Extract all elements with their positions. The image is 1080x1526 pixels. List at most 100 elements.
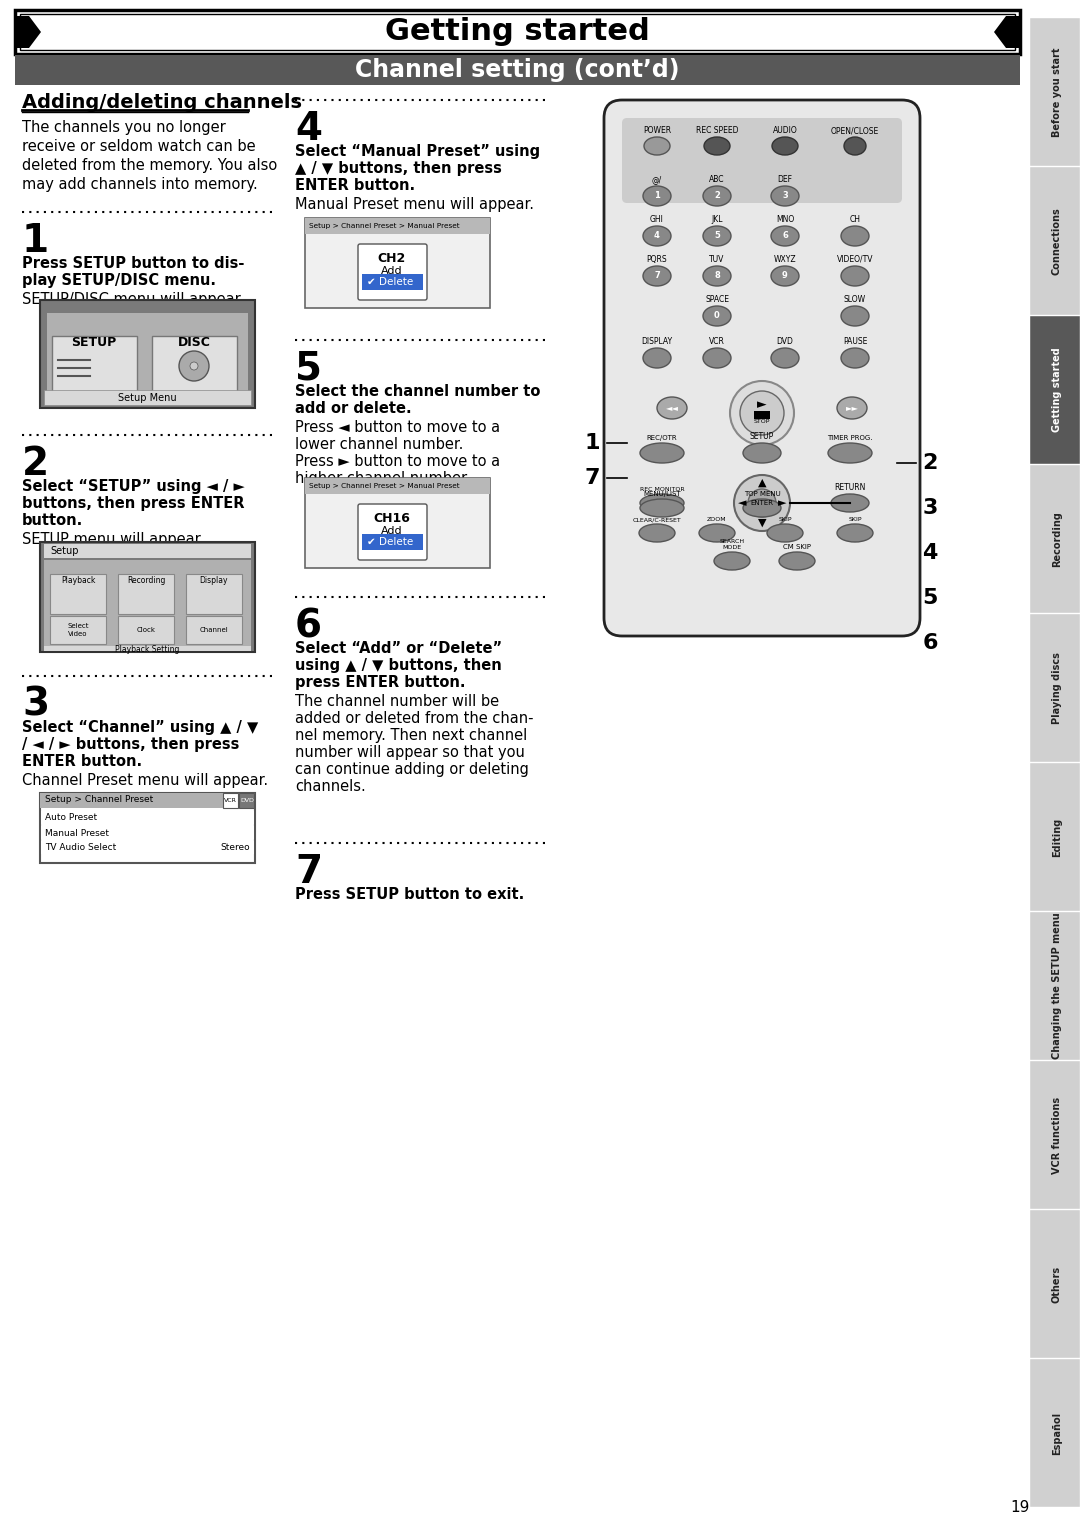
Text: VIDEO/TV: VIDEO/TV [837,255,874,264]
Text: Channel: Channel [200,627,228,633]
Text: ►: ► [757,398,767,412]
Text: may add channels into memory.: may add channels into memory. [22,177,258,192]
Text: Select “Channel” using ▲ / ▼: Select “Channel” using ▲ / ▼ [22,720,258,736]
Text: buttons, then press ENTER: buttons, then press ENTER [22,496,244,511]
Text: 6: 6 [295,607,322,645]
Circle shape [190,362,198,369]
Text: ▼: ▼ [758,517,766,528]
Text: 5: 5 [922,588,937,607]
Text: Setup > Channel Preset: Setup > Channel Preset [45,795,153,804]
Polygon shape [1030,1210,1080,1358]
Bar [41,841,254,855]
Circle shape [748,488,777,517]
Text: Playback Setting: Playback Setting [116,644,179,653]
Text: Changing the SETUP menu: Changing the SETUP menu [1052,913,1062,1059]
Text: DVD: DVD [777,337,794,346]
Text: Getting started: Getting started [1052,348,1062,432]
Ellipse shape [703,307,731,327]
Bar [186,574,242,613]
Bar [44,645,251,652]
FancyBboxPatch shape [357,504,427,560]
Text: 7: 7 [654,272,660,281]
Ellipse shape [703,266,731,285]
Text: SPACE: SPACE [705,295,729,304]
Text: 3: 3 [922,497,937,517]
Text: TUV: TUV [710,255,725,264]
Text: Recording: Recording [1052,511,1062,568]
Text: 5: 5 [714,232,720,241]
Text: ▲ / ▼ buttons, then press: ▲ / ▼ buttons, then press [295,162,502,175]
Text: 1: 1 [654,191,660,200]
Text: add or delete.: add or delete. [295,401,411,417]
Text: CM SKIP: CM SKIP [783,543,811,549]
Text: 3: 3 [782,191,788,200]
Text: ▲: ▲ [758,478,766,488]
FancyBboxPatch shape [622,118,902,203]
Bar [186,617,242,644]
Text: Select “Manual Preset” using: Select “Manual Preset” using [295,143,540,159]
Text: CLEAR/C-RESET: CLEAR/C-RESET [633,517,681,522]
Text: SETUP/DISC menu will appear.: SETUP/DISC menu will appear. [22,291,244,307]
Text: Manual Preset menu will appear.: Manual Preset menu will appear. [295,197,534,212]
Ellipse shape [767,523,804,542]
Polygon shape [15,15,41,47]
Bar [362,534,423,549]
Text: Add: Add [381,266,403,276]
Text: 5: 5 [295,349,322,388]
Text: ◄◄: ◄◄ [665,403,678,412]
Ellipse shape [703,186,731,206]
Ellipse shape [771,186,799,206]
Text: Stereo: Stereo [220,844,249,853]
Text: lower channel number.: lower channel number. [295,436,463,452]
Text: 1: 1 [584,433,599,453]
Text: deleted from the memory. You also: deleted from the memory. You also [22,159,278,172]
Bar [40,794,255,864]
Text: PAUSE: PAUSE [842,337,867,346]
Ellipse shape [779,552,815,571]
Polygon shape [1030,613,1080,761]
Text: Select the channel number to: Select the channel number to [295,385,540,398]
Ellipse shape [771,348,799,368]
Ellipse shape [699,523,735,542]
Ellipse shape [703,226,731,246]
Ellipse shape [831,494,869,513]
Text: / ◄ / ► buttons, then press: / ◄ / ► buttons, then press [22,737,240,752]
Text: play SETUP/DISC menu.: play SETUP/DISC menu. [22,273,216,288]
Text: Español: Español [1052,1412,1062,1454]
Bar [44,543,251,559]
Text: press ENTER button.: press ENTER button. [295,674,465,690]
FancyBboxPatch shape [357,244,427,301]
Text: Screen:: Screen: [42,308,97,324]
Bar [305,478,490,568]
Text: WXYZ: WXYZ [773,255,796,264]
Text: ◄: ◄ [738,497,746,508]
Text: Clock: Clock [136,627,156,633]
Text: SKIP: SKIP [848,517,862,522]
Text: Select
Video: Select Video [67,624,89,636]
Ellipse shape [644,137,670,156]
Text: 2: 2 [714,191,720,200]
Text: 8: 8 [714,272,720,281]
Ellipse shape [771,226,799,246]
Text: TIMER PROG.: TIMER PROG. [827,435,873,441]
Text: Press ► button to move to a: Press ► button to move to a [295,455,500,468]
Bar [44,560,251,649]
Text: ►►: ►► [846,403,859,412]
Text: GHI: GHI [650,215,664,224]
Text: can continue adding or deleting: can continue adding or deleting [295,761,529,777]
Text: Adding/deleting channels: Adding/deleting channels [22,93,302,111]
Circle shape [740,391,784,435]
Text: The channel number will be: The channel number will be [295,694,499,710]
Text: SLOW: SLOW [843,295,866,304]
Text: OPEN/CLOSE: OPEN/CLOSE [831,127,879,134]
Ellipse shape [837,523,873,542]
Polygon shape [1030,763,1080,911]
Text: SKIP: SKIP [779,517,792,522]
Text: REC MONITOR: REC MONITOR [639,487,685,491]
Bar [362,275,423,290]
Text: Add: Add [381,526,403,536]
Text: CH: CH [850,215,861,224]
Polygon shape [1030,913,1080,1061]
Text: ENTER button.: ENTER button. [22,754,143,769]
Text: 19: 19 [1010,1500,1029,1515]
